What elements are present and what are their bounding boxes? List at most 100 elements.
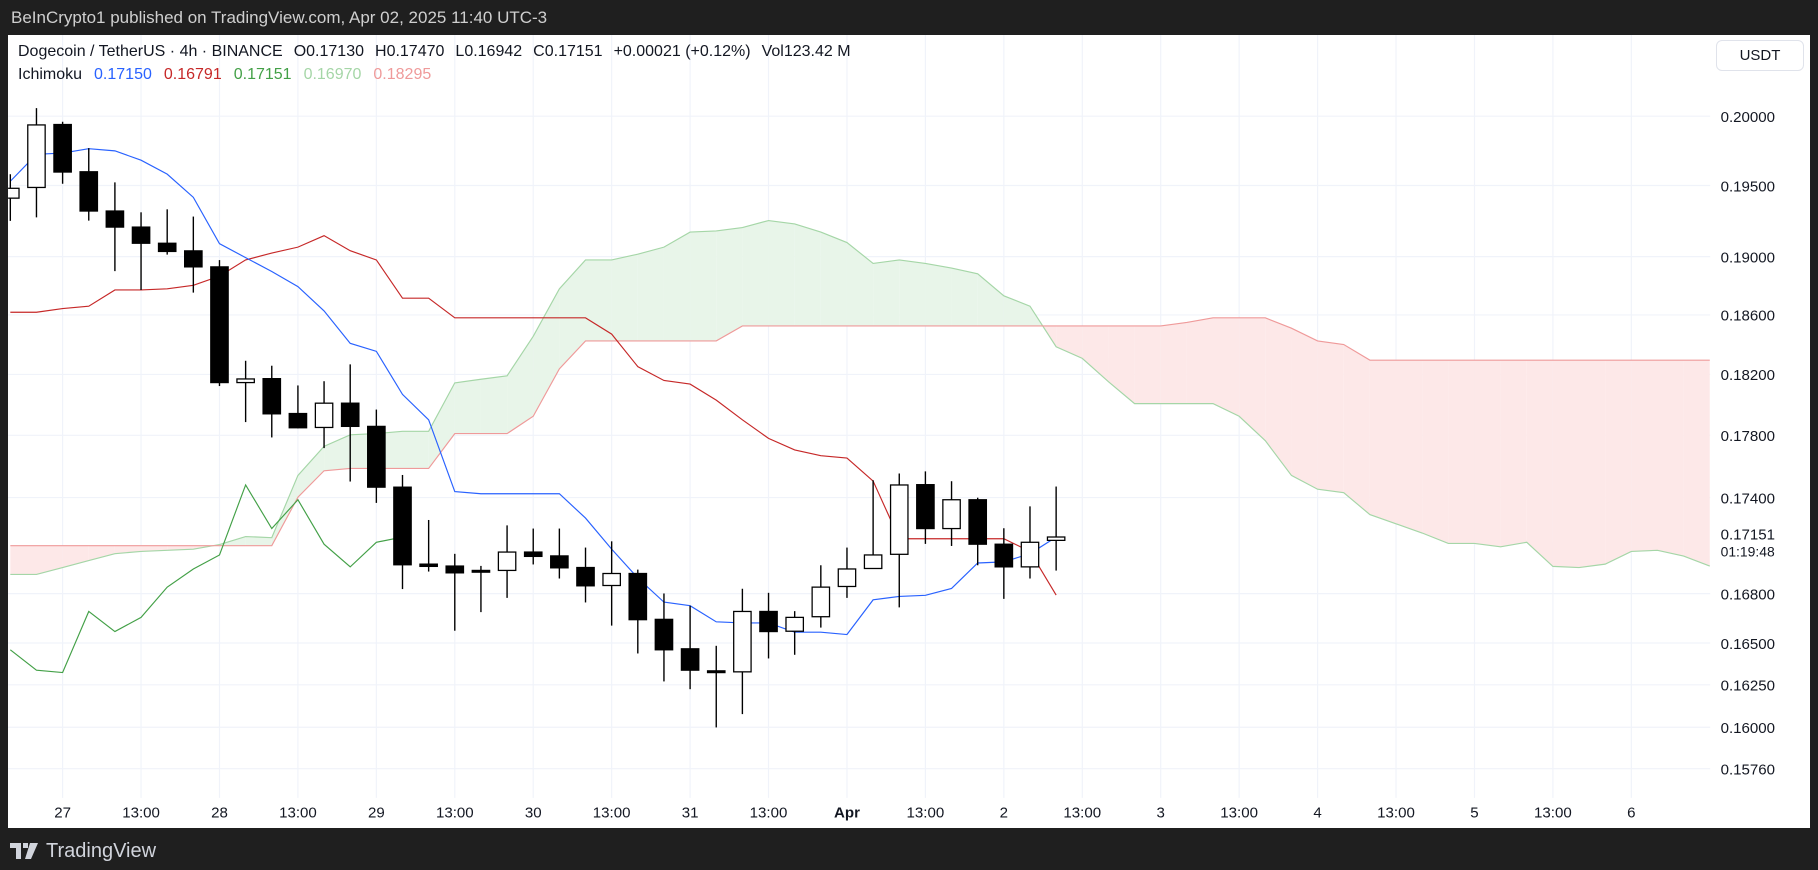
candle-body: [942, 499, 961, 530]
indicator-legend[interactable]: Ichimoku 0.17150 0.16791 0.17151 0.16970…: [18, 66, 431, 84]
current-price-label: 0.17151: [1721, 526, 1775, 543]
cloud-segment: [1369, 360, 1397, 524]
time-tick-label: 2: [1000, 805, 1008, 822]
cloud-segment: [1631, 360, 1658, 552]
cloud-segment: [402, 431, 429, 469]
candle-down: [131, 212, 151, 290]
time-tick-label: 6: [1627, 805, 1635, 822]
cloud-segment: [1579, 360, 1606, 568]
symbol-header: Dogecoin / TetherUS · 4h · BINANCE O0.17…: [18, 43, 851, 61]
candle-body: [602, 572, 621, 587]
candle-down: [419, 519, 438, 572]
candle-body: [680, 648, 700, 671]
publisher-caption: BeInCrypto1 published on TradingView.com…: [11, 8, 548, 27]
cloud-segment: [454, 379, 481, 434]
volume: Vol123.42 M: [761, 43, 851, 60]
candle-body: [210, 266, 229, 384]
cloud-segment: [637, 247, 664, 341]
cloud-segment: [690, 230, 717, 341]
cloud-segment: [1056, 325, 1083, 359]
candle-body: [1020, 541, 1040, 568]
candle-body: [916, 484, 935, 530]
span-a-line: [10, 219, 1710, 576]
cloud-segment: [507, 336, 534, 434]
candle-body: [785, 616, 805, 632]
candle-down: [916, 471, 935, 544]
candle-down: [576, 547, 595, 603]
span-a-value: 0.16970: [303, 66, 362, 83]
chikou-value: 0.17151: [233, 66, 292, 83]
kijun-line: [10, 235, 1057, 596]
cloud-segment: [1003, 295, 1030, 326]
cloud-segment: [1343, 344, 1370, 515]
cloud-segment: [1317, 340, 1344, 493]
indicator-name[interactable]: Ichimoku: [18, 66, 83, 83]
cloud-segment: [141, 545, 168, 552]
time-tick-label: 13:00: [1377, 805, 1415, 822]
candle-down: [288, 385, 308, 429]
candle-down: [445, 553, 465, 631]
cloud-segment: [1526, 360, 1553, 567]
time-tick-label: 4: [1313, 805, 1321, 822]
ohlc-low: L0.16942: [455, 43, 523, 60]
cloud-segment: [1683, 360, 1710, 567]
candle-down: [654, 593, 674, 682]
time-tick-label: 31: [682, 805, 699, 822]
candle-up: [889, 473, 909, 608]
cloud-segment: [1082, 325, 1109, 382]
price-axis[interactable]: 0.20000 0.19500 0.19000 0.18600 0.18200 0.178…: [1721, 109, 1775, 778]
cloud-segment: [36, 545, 63, 575]
candle-body: [105, 210, 125, 228]
cloud-segment: [297, 446, 325, 498]
candle-body: [288, 412, 308, 429]
price-change: +0.00021 (+0.12%): [613, 43, 751, 60]
candle-up: [1020, 506, 1040, 579]
candle-body: [367, 425, 386, 488]
time-axis[interactable]: 27 13:00 28 13:00 29 13:00 30 13:00 31 13:00 Apr 13…: [54, 805, 1635, 822]
candle-body: [8, 187, 20, 199]
candle-body: [811, 586, 831, 618]
kijun-value: 0.16791: [163, 66, 222, 83]
candle-up: [314, 381, 334, 449]
symbol-title[interactable]: Dogecoin / TetherUS · 4h · BINANCE: [18, 43, 283, 60]
candle-body: [654, 618, 674, 651]
candle-body: [576, 566, 595, 587]
time-tick-label: Apr: [834, 805, 860, 822]
cloud-segment: [88, 545, 115, 561]
price-tick-label: 0.16500: [1721, 636, 1775, 653]
time-tick-label: 13:00: [750, 805, 788, 822]
candle-down: [210, 260, 229, 387]
time-tick-label: 3: [1157, 805, 1165, 822]
cloud-segment: [271, 475, 298, 546]
tenkan-value: 0.17150: [94, 66, 152, 83]
cloud-segment: [533, 288, 560, 417]
chikou-line: [9, 483, 403, 674]
candle-body: [393, 486, 412, 566]
candle-down: [53, 121, 72, 184]
time-tick-label: 13:00: [1534, 805, 1572, 822]
price-tick-label: 0.17800: [1721, 428, 1775, 445]
currency-button[interactable]: USDT: [1716, 40, 1804, 71]
cloud-segment: [1552, 360, 1580, 568]
candle-down: [105, 182, 125, 272]
candle-up: [1046, 486, 1066, 571]
candle-down: [628, 569, 648, 654]
cloud-segment: [1422, 360, 1449, 544]
candle-down: [680, 605, 700, 690]
time-tick-label: 5: [1470, 805, 1478, 822]
cloud-segment: [663, 232, 691, 341]
price-tick-label: 0.19000: [1721, 249, 1775, 266]
candle-down: [471, 565, 491, 613]
time-tick-label: 27: [54, 805, 71, 822]
cloud-segment: [559, 259, 586, 369]
price-tick-label: 0.19500: [1721, 178, 1775, 195]
price-tick-label: 0.16800: [1721, 586, 1775, 603]
grid-lines: [8, 34, 1711, 798]
candle-down: [523, 528, 543, 565]
candle-down: [157, 209, 177, 255]
time-tick-label: 29: [368, 805, 385, 822]
time-tick-label: 13:00: [122, 805, 160, 822]
tradingview-brand: TradingView: [46, 839, 157, 862]
candle-down: [994, 528, 1014, 599]
